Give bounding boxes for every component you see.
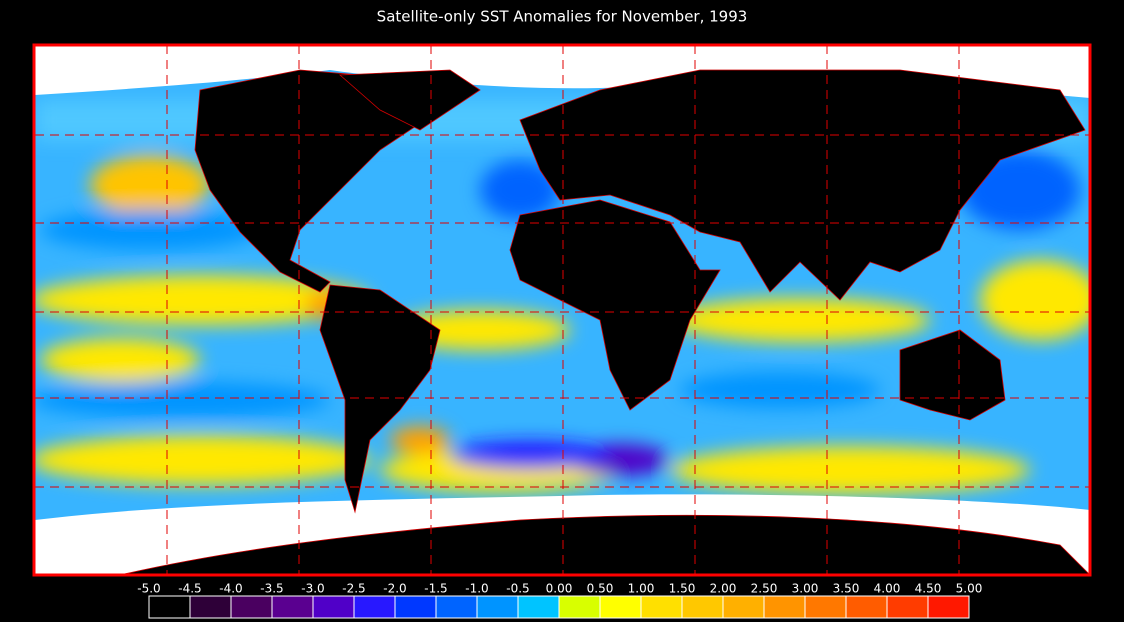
colorbar-box (189, 595, 232, 619)
colorbar-box (476, 595, 519, 619)
colorbar-tick-label: -3.0 (301, 582, 324, 596)
colorbar-tick-label: 2.00 (710, 582, 737, 596)
antarctica (119, 514, 1090, 575)
map (35, 45, 1090, 575)
colorbar-box (230, 595, 273, 619)
colorbar-tick-label: 4.00 (874, 582, 901, 596)
colorbar-box (271, 595, 314, 619)
colorbar-box (763, 595, 806, 619)
map-grid (35, 45, 1090, 575)
colorbar-tick-label: -2.5 (342, 582, 365, 596)
colorbar-box (927, 595, 970, 619)
colorbar-box (435, 595, 478, 619)
colorbar-tick-label: 5.00 (956, 582, 983, 596)
colorbar-box (845, 595, 888, 619)
colorbar-tick-label: -4.5 (178, 582, 201, 596)
colorbar-tick-label: 3.50 (833, 582, 860, 596)
colorbar-box (599, 595, 642, 619)
colorbar-tick-label: -4.0 (219, 582, 242, 596)
eurasia (519, 69, 1086, 301)
colorbar-tick-label: -3.5 (260, 582, 283, 596)
colorbar-tick-label: -2.0 (383, 582, 406, 596)
map-title: Satellite-only SST Anomalies for Novembe… (377, 8, 748, 26)
africa (509, 199, 721, 411)
colorbar-box (722, 595, 765, 619)
colorbar-box (804, 595, 847, 619)
colorbar-box (394, 595, 437, 619)
colorbar-tick-label: -1.0 (465, 582, 488, 596)
colorbar-box (558, 595, 601, 619)
colorbar-tick-label: 1.00 (628, 582, 655, 596)
colorbar-box (353, 595, 396, 619)
colorbar-tick-label: 0.00 (546, 582, 573, 596)
colorbar-tick-label: 1.50 (669, 582, 696, 596)
colorbar-box (681, 595, 724, 619)
colorbar: -5.0 -4.5 -4.0 -3.5 -3.0 -2.5 -2.0 -1.5 -1.0 -0.5… (137, 582, 982, 619)
colorbar-box (148, 595, 191, 619)
colorbar-tick-label: 0.50 (587, 582, 614, 596)
colorbar-tick-label: 2.50 (751, 582, 778, 596)
greenland (338, 69, 481, 131)
colorbar-box (517, 595, 560, 619)
colorbar-tick-label: -0.5 (506, 582, 529, 596)
colorbar-tick-label: 3.00 (792, 582, 819, 596)
colorbar-tick-label: -5.0 (137, 582, 160, 596)
colorbar-tick-label: 4.50 (915, 582, 942, 596)
colorbar-tick-label: -1.5 (424, 582, 447, 596)
map-border (32, 43, 1092, 577)
colorbar-box (886, 595, 929, 619)
colorbar-box (312, 595, 355, 619)
colorbar-box (640, 595, 683, 619)
